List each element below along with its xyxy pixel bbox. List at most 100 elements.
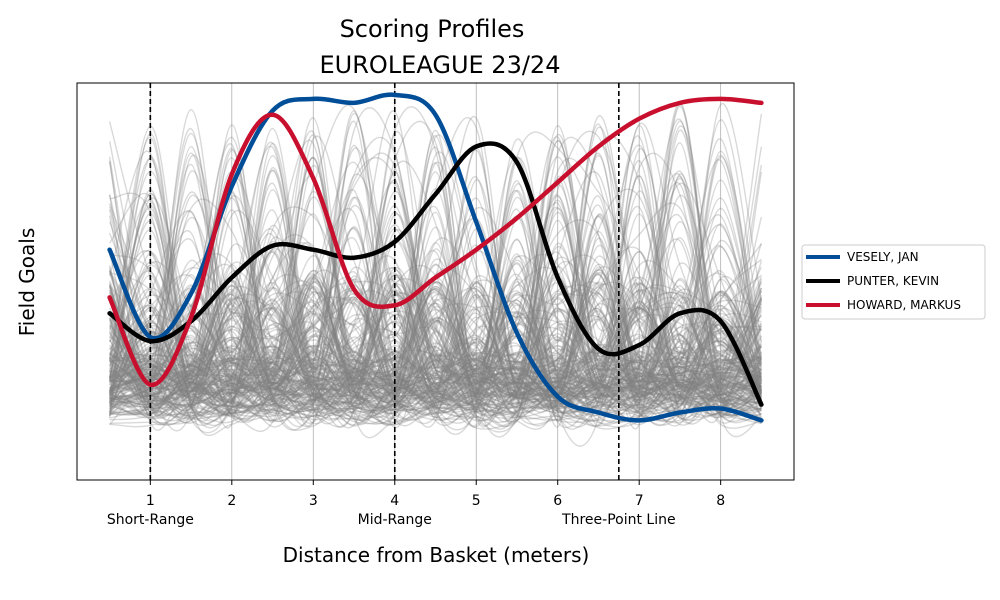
background-player-line (108, 119, 763, 400)
background-player-line (108, 259, 762, 395)
legend-frame (801, 244, 986, 320)
background-player-line (109, 175, 763, 428)
x-tick-label: 4 (390, 493, 399, 509)
background-player-line (109, 289, 762, 401)
background-player-line (108, 263, 762, 404)
background-player-line (109, 197, 762, 391)
background-player-line (109, 144, 763, 398)
background-player-line (108, 205, 763, 394)
background-player-line (109, 157, 763, 419)
background-player-line (109, 129, 762, 430)
background-player-line (108, 179, 763, 402)
x-tick-label: 7 (635, 493, 644, 509)
background-player-line (109, 202, 762, 397)
background-player-line (108, 160, 763, 417)
background-player-line (109, 304, 763, 426)
background-player-line (108, 126, 762, 397)
background-player-line (109, 205, 762, 393)
background-player-line (108, 272, 762, 414)
background-player-line (109, 255, 763, 424)
legend-label: HOWARD, MARKUS (847, 298, 961, 312)
background-player-line (108, 105, 762, 417)
background-player-line (109, 194, 762, 418)
background-player-line (109, 300, 762, 415)
background-player-line (108, 232, 762, 411)
background-player-line (109, 139, 762, 430)
background-player-line (109, 173, 762, 423)
region-label: Short-Range (107, 512, 194, 528)
background-player-line (108, 159, 763, 390)
background-player-line (109, 221, 762, 403)
background-player-line (109, 171, 762, 419)
background-player-line (109, 152, 762, 407)
background-player-line (108, 103, 763, 411)
background-player-line (108, 171, 762, 402)
background-player-line (108, 151, 762, 425)
background-player-line (109, 328, 762, 424)
background-player-line (108, 161, 762, 402)
background-player-line (108, 289, 762, 415)
background-player-line (108, 150, 762, 414)
background-player-line (109, 144, 763, 428)
background-player-line (109, 125, 763, 404)
background-player-line (108, 176, 762, 427)
region-label: Three-Point Line (561, 512, 676, 528)
legend-label: PUNTER, KEVIN (847, 274, 939, 288)
x-tick-label: 3 (309, 493, 318, 509)
background-player-line (109, 190, 763, 405)
background-player-line (109, 210, 763, 414)
highlighted-series (107, 92, 764, 423)
background-player-line (108, 142, 762, 438)
x-tick-label: 8 (716, 493, 725, 509)
background-player-line (109, 202, 762, 419)
background-player-line (109, 219, 762, 391)
background-player-line (108, 150, 763, 402)
background-player-line (108, 161, 762, 417)
background-player-line (109, 284, 762, 406)
background-player-line (109, 124, 762, 420)
background-player-line (108, 117, 762, 396)
background-player-line (109, 288, 762, 425)
background-player-line (109, 176, 762, 407)
background-player-line (108, 180, 763, 430)
reference-lines (149, 83, 620, 480)
background-player-line (109, 207, 763, 391)
background-player-line (109, 169, 762, 429)
background-player-line (109, 163, 762, 423)
background-player-line (109, 289, 763, 398)
background-player-line (108, 220, 763, 422)
legend-label: VESELY, JAN (847, 250, 919, 264)
background-player-line (109, 134, 763, 416)
background-player-line (109, 160, 762, 428)
background-player-line (109, 267, 762, 398)
background-player-line (109, 241, 762, 426)
background-player-line (108, 115, 762, 405)
background-player-line (109, 145, 762, 402)
background-player-line (109, 127, 762, 397)
background-player-line (109, 346, 762, 417)
background-player-line (109, 272, 763, 409)
background-player-line (109, 261, 762, 427)
legend: VESELY, JAN PUNTER, KEVIN HOWARD, MARKUS (801, 244, 986, 320)
region-label: Mid-Range (358, 512, 432, 528)
background-player-line (109, 311, 762, 401)
background-player-line (108, 175, 763, 426)
background-player-line (109, 209, 763, 414)
background-player-line (108, 206, 762, 427)
background-player-line (108, 224, 762, 434)
background-player-line (108, 269, 762, 432)
background-player-line (109, 246, 763, 410)
background-player-line (109, 156, 762, 421)
background-player-line (109, 275, 762, 411)
x-axis-ticks: 1 2 3 4 5 6 7 8 (146, 480, 725, 509)
chart-subtitle: EUROLEAGUE 23/24 (320, 51, 561, 79)
background-player-line (108, 154, 762, 422)
background-player-line (108, 252, 762, 414)
background-player-line (108, 106, 763, 422)
background-player-line (109, 149, 762, 417)
background-player-line (109, 145, 762, 399)
x-tick-label: 1 (146, 493, 155, 509)
background-player-line (108, 115, 762, 413)
background-player-line (108, 238, 762, 403)
